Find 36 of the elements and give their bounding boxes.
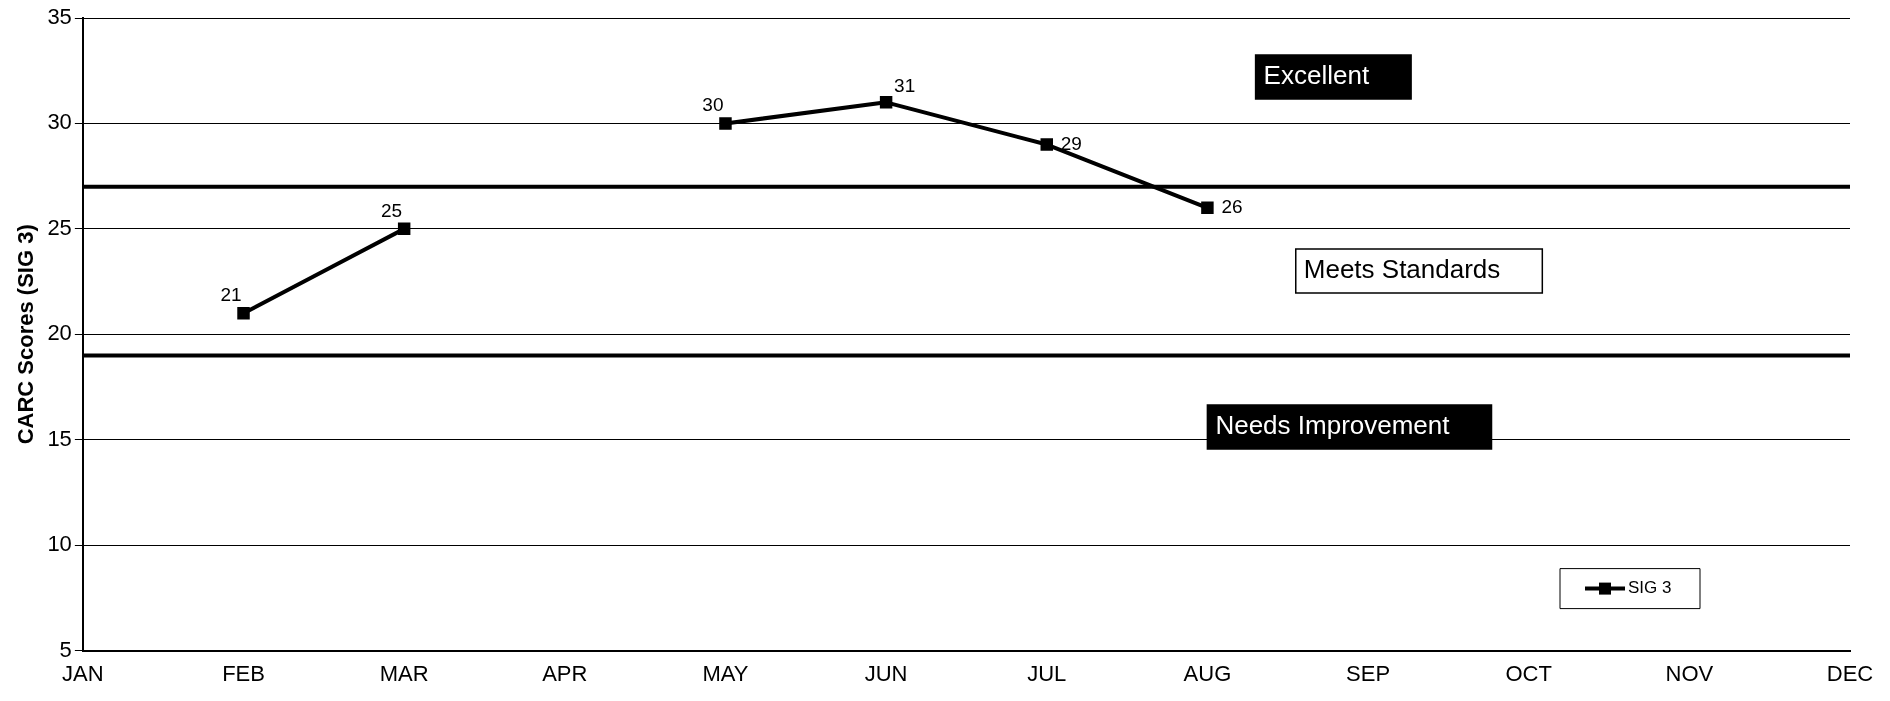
point [1040,138,1053,151]
x-tick-label: DEC [1826,660,1874,686]
point [397,222,411,236]
point [879,96,893,109]
data-label: 29 [1060,132,1082,154]
y-tick-label: 20 [47,320,72,346]
x-tick-label: JUL [1027,660,1067,686]
y-tick-label: 35 [47,4,72,30]
x-tick-label: MAR [379,660,429,686]
data-label: 25 [381,199,403,221]
annotation: Meets Standards [1303,254,1501,285]
data-label: 31 [894,75,916,97]
y-tick-label: 10 [47,531,72,557]
data-label: 26 [1221,196,1243,218]
data-label: 30 [702,94,724,116]
y-tick-label: 15 [47,425,72,451]
x-tick-label: AUG [1183,660,1232,686]
x-tick-label: OCT [1505,660,1552,686]
x-tick-label: FEB [222,660,265,686]
y-tick-label: 25 [47,214,72,240]
annotation: Needs Improvement [1215,410,1451,441]
point [1201,201,1214,215]
x-tick-label: MAY [702,660,749,686]
y-axis-title: CARC Scores (SIG 3) [13,224,39,445]
x-tick-label: JAN [62,660,104,686]
y-tick-label: 5 [59,636,72,662]
y-tick-label: 30 [47,109,72,135]
x-tick-label: JUN [864,660,908,686]
annotation: Excellent [1263,60,1370,91]
point [237,306,250,320]
x-tick-label: APR [542,660,588,686]
x-tick-label: SEP [1346,660,1391,686]
legend-label: SIG 3 [1628,578,1672,598]
x-tick-label: NOV [1665,660,1714,686]
point [719,117,732,130]
data-label: 21 [220,283,242,305]
